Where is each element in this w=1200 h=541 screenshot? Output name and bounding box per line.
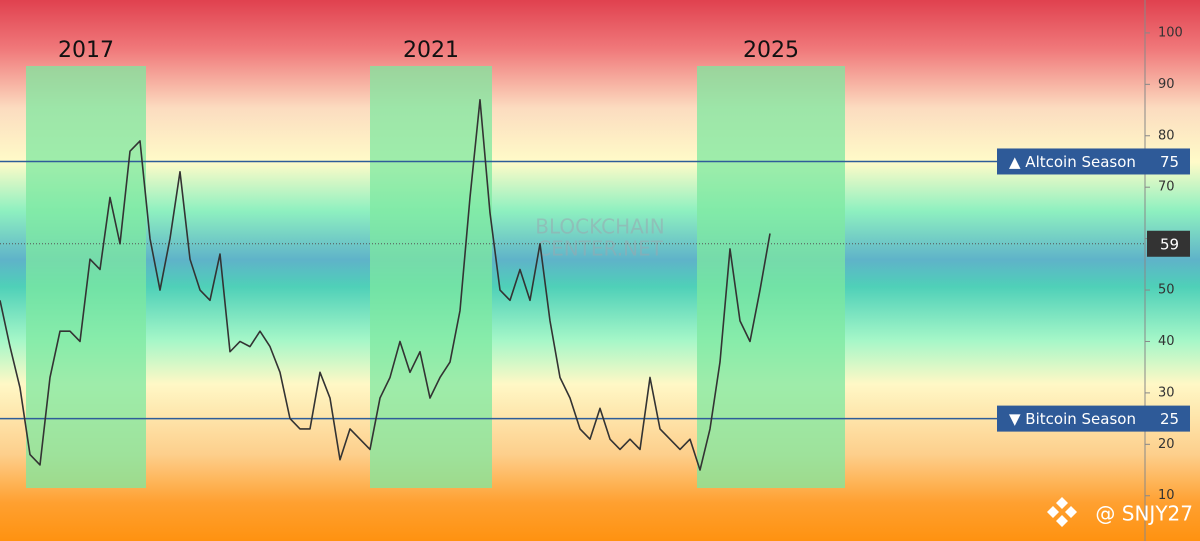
index-line xyxy=(0,98,771,471)
y-tick-label: 70 xyxy=(1158,180,1175,195)
watermark: BLOCKCHAIN xyxy=(535,215,664,239)
y-tick-label: 80 xyxy=(1158,128,1175,143)
current-value: 59 xyxy=(1160,235,1179,253)
y-tick-label: 10 xyxy=(1158,488,1175,503)
region-label: 2017 xyxy=(58,38,114,63)
watermark: CENTER.NET xyxy=(537,237,664,261)
threshold-label: ▲ Altcoin Season xyxy=(1009,153,1136,171)
y-tick-label: 100 xyxy=(1158,25,1183,40)
highlight-region xyxy=(370,66,492,488)
y-tick-label: 30 xyxy=(1158,385,1175,400)
region-label: 2025 xyxy=(743,38,799,63)
y-tick-label: 50 xyxy=(1158,283,1175,298)
y-tick-label: 90 xyxy=(1158,77,1175,92)
threshold-badge xyxy=(997,148,1190,175)
y-tick-label: 40 xyxy=(1158,334,1175,349)
region-label: 2021 xyxy=(403,38,459,63)
credit: @ SNJY27 xyxy=(1095,502,1193,526)
threshold-value: 75 xyxy=(1160,153,1179,171)
threshold-value: 25 xyxy=(1160,410,1179,428)
threshold-label: ▼ Bitcoin Season xyxy=(1009,410,1136,428)
credit-icon xyxy=(1047,497,1077,527)
current-badge xyxy=(1147,230,1190,257)
y-tick-label: 20 xyxy=(1158,437,1175,452)
threshold-badge xyxy=(997,405,1190,432)
highlight-region xyxy=(697,66,845,488)
